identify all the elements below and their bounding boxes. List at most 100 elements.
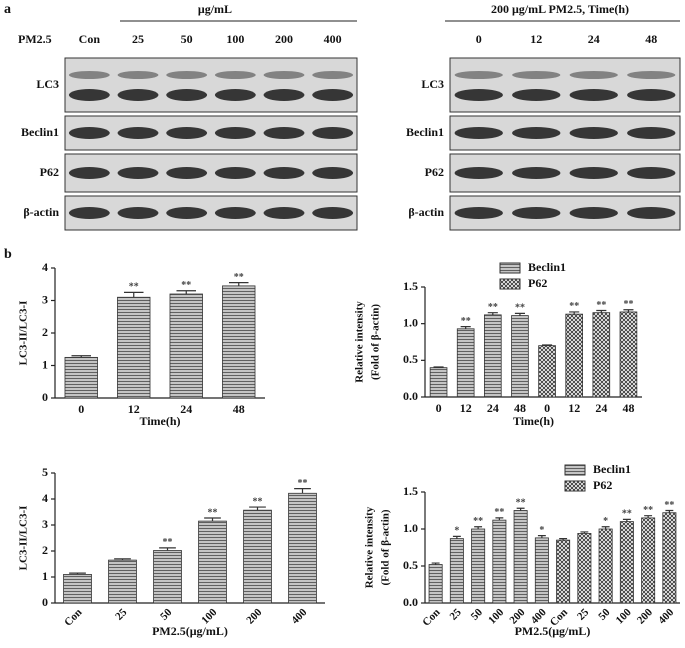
band — [263, 89, 305, 101]
significance: * — [539, 525, 544, 536]
lane-title: PM2.5 — [18, 32, 52, 46]
band — [263, 71, 305, 79]
legend-swatch — [564, 480, 586, 492]
error-bar — [204, 517, 221, 522]
band — [263, 167, 305, 179]
bar — [449, 538, 464, 604]
x-tick-label: 24 — [180, 402, 192, 416]
lane-label: 400 — [324, 32, 342, 46]
y-tick-label: 2 — [42, 543, 48, 557]
y-tick-label: 1.5 — [403, 279, 418, 293]
x-tick-label: Con — [62, 606, 84, 628]
bar — [288, 492, 317, 604]
bar — [598, 528, 613, 604]
band — [627, 127, 676, 139]
band — [117, 167, 159, 179]
band — [627, 167, 676, 179]
row-label: Beclin1 — [21, 125, 59, 139]
x-tick-label: 25 — [575, 606, 592, 623]
blot-strip — [449, 57, 681, 113]
y-axis-title: Relative intensity — [364, 506, 376, 588]
x-tick-label: 400 — [289, 606, 310, 627]
legend-swatch — [499, 278, 521, 290]
blot-strip — [64, 115, 358, 151]
lane-label: 50 — [181, 32, 193, 46]
band — [68, 167, 110, 179]
band — [117, 71, 159, 79]
x-tick-label: 48 — [233, 402, 245, 416]
band — [263, 127, 305, 139]
band — [312, 207, 354, 219]
error-bar — [542, 344, 553, 346]
band — [166, 167, 208, 179]
bar — [534, 537, 549, 604]
bar — [471, 528, 486, 604]
legend-swatch — [499, 262, 521, 274]
x-tick-label: 48 — [622, 401, 634, 415]
band — [312, 127, 354, 139]
bar — [511, 315, 529, 398]
band — [214, 89, 256, 101]
row-label: LC3 — [36, 77, 59, 91]
bar — [222, 285, 256, 399]
band — [569, 127, 618, 139]
error-bar — [516, 507, 525, 511]
band — [166, 71, 208, 79]
row-label: Beclin1 — [406, 125, 444, 139]
x-tick-label: Con — [420, 606, 442, 628]
x-tick-label: 25 — [113, 606, 130, 623]
band — [569, 71, 618, 79]
legend-label: P62 — [593, 478, 612, 492]
significance: * — [603, 516, 608, 527]
band — [214, 167, 256, 179]
legend-label: P62 — [528, 276, 547, 290]
significance: ** — [129, 282, 139, 293]
significance: ** — [516, 498, 526, 509]
significance: ** — [623, 299, 633, 310]
band — [68, 89, 110, 101]
bar — [577, 533, 592, 604]
band — [312, 71, 354, 79]
row-label: β-actin — [408, 205, 444, 219]
bar — [428, 564, 443, 604]
row-label: P62 — [40, 165, 59, 179]
band — [117, 207, 159, 219]
x-axis-title: Time(h) — [139, 414, 180, 428]
y-tick-label: 4 — [42, 491, 48, 505]
band — [166, 207, 208, 219]
y-tick-label: 1 — [42, 357, 48, 371]
x-tick-label: 50 — [596, 606, 613, 623]
legend-swatch — [564, 464, 586, 476]
y-tick-label: 0 — [42, 390, 48, 404]
row-label: P62 — [425, 165, 444, 179]
error-bar — [495, 517, 504, 521]
bar — [63, 574, 92, 604]
x-axis-title: PM2.5(μg/mL) — [152, 624, 228, 638]
band — [166, 127, 208, 139]
y-tick-label: 1.0 — [403, 521, 418, 535]
significance: ** — [163, 537, 173, 548]
error-bar — [514, 312, 525, 316]
lane-label: 24 — [588, 32, 600, 46]
blot-strip — [64, 195, 358, 231]
bar — [243, 509, 272, 604]
legend-label: Beclin1 — [528, 260, 566, 274]
y-axis-title: LC3-II/LC3-I — [18, 506, 30, 571]
x-axis-title: Time(h) — [513, 414, 554, 428]
lane-label: 25 — [132, 32, 144, 46]
error-bar — [474, 526, 483, 529]
y-tick-label: 0.0 — [403, 389, 418, 403]
y-tick-label: 0.5 — [403, 558, 418, 572]
band — [454, 167, 503, 179]
x-tick-label: 12 — [460, 401, 472, 415]
error-bar — [596, 309, 607, 313]
x-tick-label: 50 — [469, 606, 486, 623]
bar — [492, 519, 507, 604]
error-bar — [228, 282, 249, 286]
band — [512, 89, 561, 101]
bar — [484, 314, 502, 398]
error-bar — [114, 558, 131, 561]
significance: ** — [494, 507, 504, 518]
legend-label: Beclin1 — [593, 462, 631, 476]
lane-label: 0 — [476, 32, 482, 46]
